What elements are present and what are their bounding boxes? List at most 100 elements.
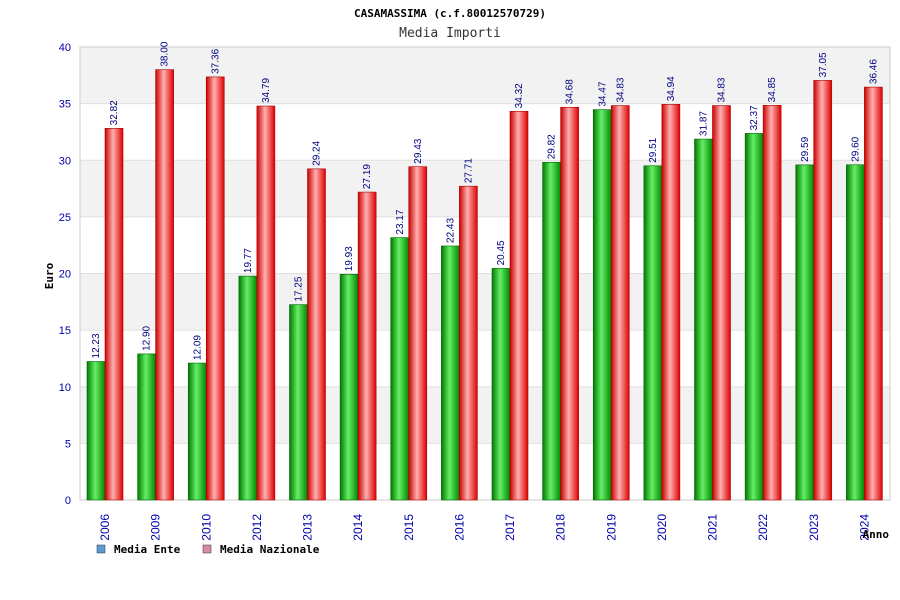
y-tick-label: 20	[59, 269, 71, 281]
x-tick-label-2009: 2009	[149, 514, 163, 541]
bar-media-nazionale-2013	[307, 168, 326, 501]
bar-media-ente-2018	[542, 161, 561, 501]
chart-title: CASAMASSIMA (c.f.80012570729)	[354, 7, 546, 20]
x-tick-label-2019: 2019	[604, 514, 618, 541]
bar-media-ente-2006	[86, 361, 106, 501]
data-label-media-nazionale-2019: 34.83	[615, 77, 626, 102]
bar-media-ente-2023	[795, 164, 815, 501]
x-axis-ticks: 2006 2009 2010 2012 2013 2014 2015 2016 2017 2018…	[98, 514, 871, 541]
y-tick-label: 10	[59, 382, 71, 394]
x-tick-label-2010: 2010	[199, 514, 213, 541]
bar-media-nazionale-2006	[104, 128, 124, 501]
data-label-media-ente-2016: 22.43	[445, 218, 456, 243]
data-label-media-nazionale-2023: 37.05	[818, 52, 829, 77]
legend-swatch-media-nazionale	[202, 544, 212, 554]
data-label-media-ente-2015: 23.17	[395, 209, 406, 234]
x-tick-label-2018: 2018	[554, 514, 568, 541]
data-label-media-ente-2006: 12.23	[91, 333, 102, 358]
x-tick-label-2017: 2017	[503, 514, 517, 541]
bar-media-ente-2021	[694, 138, 713, 501]
data-label-media-ente-2018: 29.82	[547, 134, 558, 159]
data-label-media-nazionale-2022: 34.85	[767, 77, 778, 102]
y-axis-label: Euro	[43, 262, 56, 289]
y-tick-label: 30	[59, 155, 71, 167]
bar-media-ente-2013	[289, 304, 308, 501]
bar-media-nazionale-2010	[205, 76, 225, 501]
bar-media-nazionale-2020	[661, 104, 681, 501]
legend-label-media-nazionale: Media Nazionale	[220, 543, 320, 556]
x-tick-label-2006: 2006	[98, 514, 112, 541]
data-label-media-nazionale-2021: 34.83	[717, 77, 728, 102]
data-label-media-nazionale-2018: 34.68	[565, 79, 576, 104]
y-tick-label: 5	[65, 438, 71, 450]
legend-swatch-media-ente	[96, 544, 106, 554]
y-tick-label: 0	[65, 495, 71, 507]
data-label-media-ente-2021: 31.87	[699, 111, 710, 136]
data-label-media-nazionale-2015: 29.43	[413, 138, 424, 163]
bar-media-ente-2015	[390, 237, 410, 501]
bar-media-nazionale-2012	[256, 105, 276, 501]
bar-media-nazionale-2019	[610, 105, 630, 501]
bar-media-ente-2012	[238, 275, 258, 501]
x-axis-label: Anno	[863, 528, 890, 541]
x-tick-label-2012: 2012	[250, 514, 264, 541]
y-tick-label: 15	[59, 325, 71, 337]
data-label-media-nazionale-2016: 27.71	[463, 158, 474, 183]
y-tick-label: 35	[59, 99, 71, 111]
bar-media-ente-2016	[441, 245, 460, 501]
bar-media-nazionale-2009	[155, 69, 174, 501]
bar-media-ente-2014	[339, 273, 359, 501]
bar-media-ente-2022	[744, 133, 764, 501]
bar-media-ente-2020	[643, 165, 663, 501]
legend: Media Ente Media Nazionale	[96, 543, 320, 556]
data-label-media-ente-2019: 34.47	[597, 81, 608, 106]
x-tick-label-2014: 2014	[351, 514, 365, 541]
data-label-media-ente-2024: 29.60	[850, 136, 861, 161]
data-label-media-nazionale-2006: 32.82	[109, 100, 120, 125]
x-tick-label-2022: 2022	[756, 514, 770, 541]
data-label-media-nazionale-2010: 37.36	[210, 48, 221, 73]
bar-media-nazionale-2023	[813, 80, 833, 501]
x-tick-label-2023: 2023	[807, 514, 821, 541]
bar-media-ente-2009	[137, 353, 156, 501]
bar-media-nazionale-2022	[762, 105, 782, 501]
bar-media-nazionale-2014	[357, 191, 377, 501]
data-label-media-nazionale-2020: 34.94	[666, 76, 677, 101]
data-label-media-nazionale-2014: 27.19	[362, 164, 373, 189]
bar-media-ente-2010	[187, 362, 207, 501]
y-tick-label: 25	[59, 212, 71, 224]
plot-frame	[79, 46, 891, 501]
y-tick-label: 40	[59, 42, 71, 54]
y-axis-ticks: 0 5 10 15 20 25 30 35 40	[59, 42, 71, 507]
data-label-media-nazionale-2013: 29.24	[312, 140, 323, 165]
bars	[86, 69, 883, 501]
data-label-media-nazionale-2017: 34.32	[514, 83, 525, 108]
x-tick-label-2016: 2016	[452, 514, 466, 541]
data-label-media-ente-2017: 20.45	[496, 240, 507, 265]
x-tick-label-2015: 2015	[402, 514, 416, 541]
bar-media-nazionale-2017	[509, 111, 529, 501]
data-label-media-nazionale-2024: 36.46	[868, 59, 879, 84]
data-label-media-ente-2010: 12.09	[192, 335, 203, 360]
x-tick-label-2020: 2020	[655, 514, 669, 541]
bar-media-nazionale-2024	[864, 86, 883, 501]
data-label-media-ente-2023: 29.59	[800, 136, 811, 161]
bar-media-ente-2024	[846, 164, 865, 501]
data-label-media-ente-2014: 19.93	[344, 246, 355, 271]
data-label-media-ente-2013: 17.25	[294, 276, 305, 301]
x-tick-label-2013: 2013	[301, 514, 315, 541]
bar-media-nazionale-2015	[408, 166, 428, 501]
chart-subtitle: Media Importi	[399, 26, 501, 41]
x-tick-label-2021: 2021	[706, 514, 720, 541]
bar-media-nazionale-2016	[459, 185, 478, 501]
bar-media-nazionale-2021	[712, 105, 731, 501]
legend-label-media-ente: Media Ente	[114, 543, 181, 556]
data-label-media-ente-2022: 32.37	[749, 105, 760, 130]
data-label-media-nazionale-2009: 38.00	[160, 41, 171, 66]
bar-media-ente-2019	[592, 109, 612, 501]
data-label-media-nazionale-2012: 34.79	[261, 78, 272, 103]
bar-media-ente-2017	[491, 268, 511, 501]
data-label-media-ente-2012: 19.77	[243, 248, 254, 273]
x-tick-label-2024: 2024	[857, 514, 871, 541]
